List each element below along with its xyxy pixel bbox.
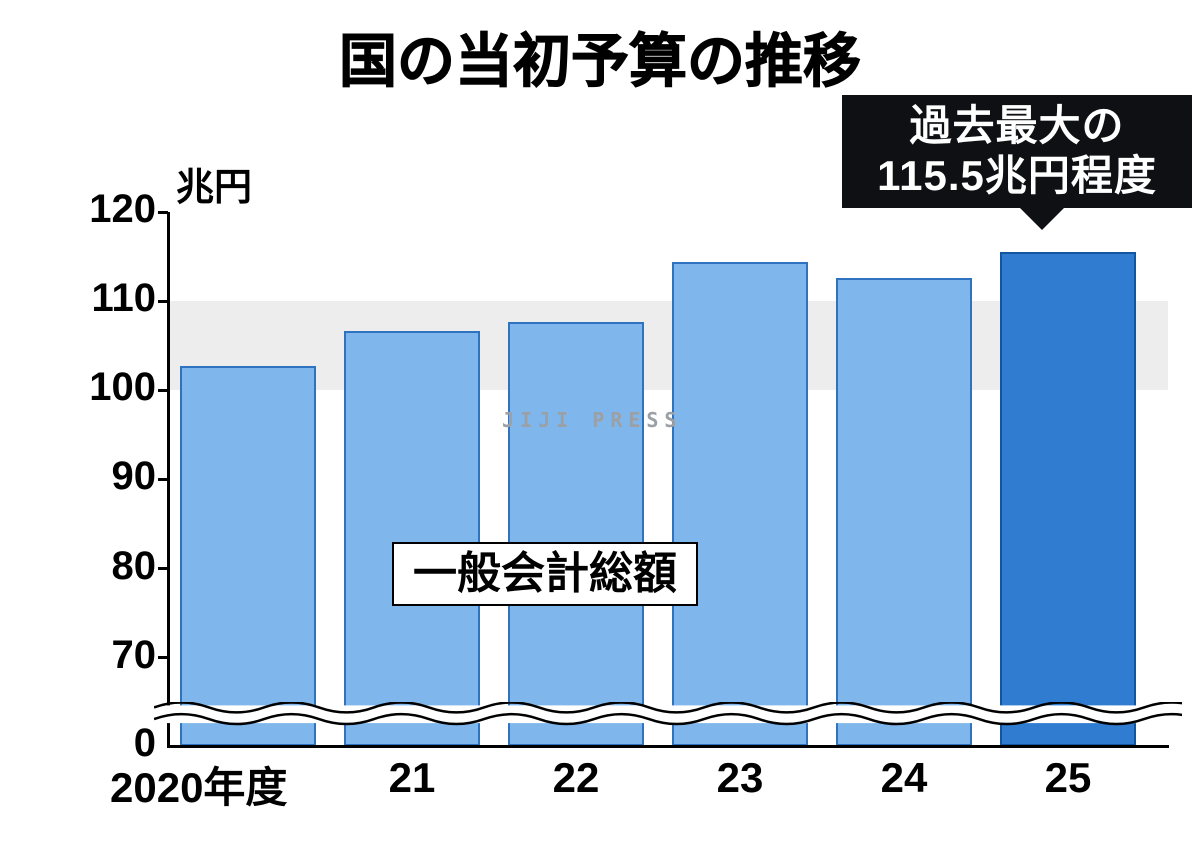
callout-box: 過去最大の 115.5兆円程度 xyxy=(842,95,1192,208)
y-tick xyxy=(158,300,168,303)
x-label-24: 24 xyxy=(836,754,972,802)
bar-25 xyxy=(1000,252,1136,746)
bar-23 xyxy=(672,262,808,746)
x-axis xyxy=(167,745,1169,748)
watermark: JIJI PRESS xyxy=(502,408,682,432)
y-tick xyxy=(158,211,168,214)
x-label-23: 23 xyxy=(672,754,808,802)
bar-24 xyxy=(836,278,972,746)
y-axis-unit: 兆円 xyxy=(176,156,252,211)
bar-22 xyxy=(508,322,644,746)
x-label-21: 21 xyxy=(344,754,480,802)
chart-title: 国の当初予算の推移 xyxy=(0,14,1200,98)
x-label-25: 25 xyxy=(1000,754,1136,802)
y-label-90: 90 xyxy=(112,454,157,499)
legend-label: 一般会計総額 xyxy=(392,542,698,606)
y-label-110: 110 xyxy=(91,276,156,321)
callout-line1: 過去最大の xyxy=(852,101,1182,151)
y-tick xyxy=(158,567,168,570)
bar-2020年度 xyxy=(180,366,316,746)
callout-line2: 115.5兆円程度 xyxy=(852,151,1182,201)
y-tick xyxy=(158,478,168,481)
y-label-80: 80 xyxy=(112,544,157,589)
y-tick xyxy=(158,656,168,659)
bar-21 xyxy=(344,331,480,746)
y-tick xyxy=(158,389,168,392)
axis-break xyxy=(154,702,1182,730)
x-label-22: 22 xyxy=(508,754,644,802)
y-label-70: 70 xyxy=(112,633,157,678)
y-label-100: 100 xyxy=(89,365,156,410)
y-label-120: 120 xyxy=(89,187,156,232)
callout-arrow xyxy=(1020,208,1064,230)
